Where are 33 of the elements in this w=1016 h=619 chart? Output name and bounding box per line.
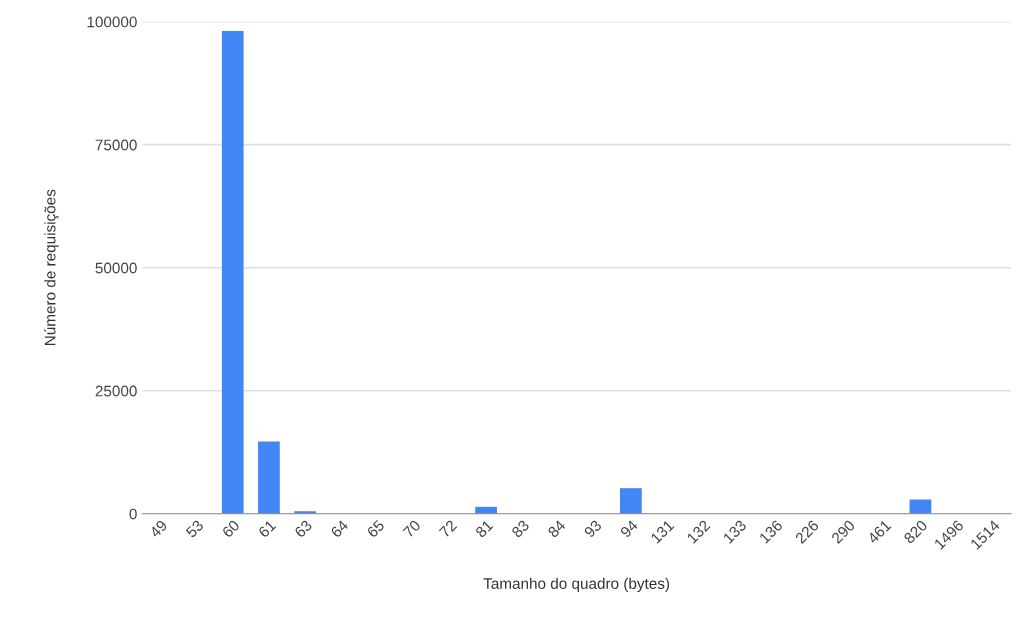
bar bbox=[221, 31, 244, 514]
y-axis-title: Número de requisições bbox=[44, 189, 59, 346]
x-tick-label: 64 bbox=[330, 519, 349, 539]
x-tick-label: 49 bbox=[148, 519, 168, 539]
x-axis-title: Tamanho do quadro (bytes) bbox=[483, 577, 670, 592]
x-tick-label: 60 bbox=[221, 519, 241, 539]
x-tick-label: 132 bbox=[686, 519, 711, 544]
x-tick-label: 63 bbox=[293, 519, 313, 539]
x-tick-label: 136 bbox=[758, 519, 784, 544]
x-tick-label: 84 bbox=[547, 519, 567, 539]
x-tick-label: 93 bbox=[583, 519, 603, 539]
x-tick-label: 461 bbox=[866, 519, 892, 545]
y-tick-label: 100000 bbox=[87, 16, 137, 28]
x-tick-label: 65 bbox=[366, 519, 385, 539]
bar bbox=[258, 441, 280, 514]
y-tick-label: 25000 bbox=[95, 385, 137, 397]
x-tick-label: 61 bbox=[257, 519, 277, 539]
x-tick-label: 94 bbox=[619, 519, 639, 539]
x-tick-label: 290 bbox=[830, 519, 856, 545]
x-tick-label: 72 bbox=[438, 519, 458, 538]
x-tick-label: 133 bbox=[722, 519, 747, 544]
x-tick-label: 83 bbox=[511, 519, 530, 539]
x-tick-label: 81 bbox=[474, 519, 494, 539]
x-tick-label: 226 bbox=[794, 519, 820, 545]
bar bbox=[909, 499, 932, 514]
x-tick-label: 70 bbox=[402, 519, 422, 539]
x-tick-label: 820 bbox=[903, 519, 928, 545]
x-tick-label: 131 bbox=[650, 519, 675, 544]
bar bbox=[620, 488, 642, 514]
y-tick-label: 50000 bbox=[95, 262, 137, 274]
y-tick-label: 0 bbox=[129, 508, 137, 520]
y-tick-label: 75000 bbox=[95, 139, 137, 151]
x-tick-label: 53 bbox=[185, 519, 204, 539]
